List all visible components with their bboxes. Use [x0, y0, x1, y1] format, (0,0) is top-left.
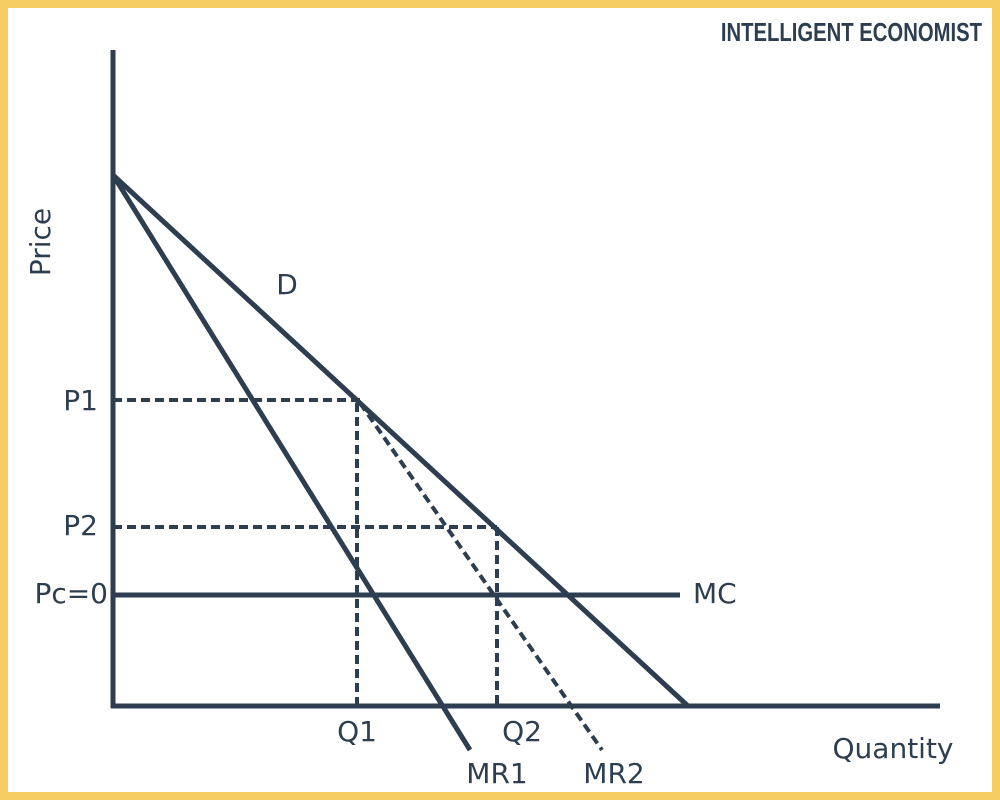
quantity-label: Q2 [502, 715, 542, 748]
brand-group: INTELLIGENT ECONOMIST [721, 17, 982, 46]
brand: INTELLIGENT ECONOMIST [721, 17, 982, 46]
mc-label: MC [693, 577, 737, 610]
x-axis-label: Quantity [833, 732, 954, 765]
price-label: P1 [63, 384, 98, 417]
mr2-label: MR2 [583, 757, 644, 790]
mr1-curve [110, 173, 473, 752]
y-axis-label: Price [24, 208, 57, 276]
quantity-label: Q1 [337, 715, 377, 748]
price-label: P2 [63, 509, 98, 542]
mr1-label: MR1 [466, 757, 527, 790]
mr2-curve [358, 401, 604, 752]
price-label: Pc=0 [34, 577, 108, 610]
demand-curve [111, 173, 690, 708]
demand-label: D [276, 268, 298, 301]
